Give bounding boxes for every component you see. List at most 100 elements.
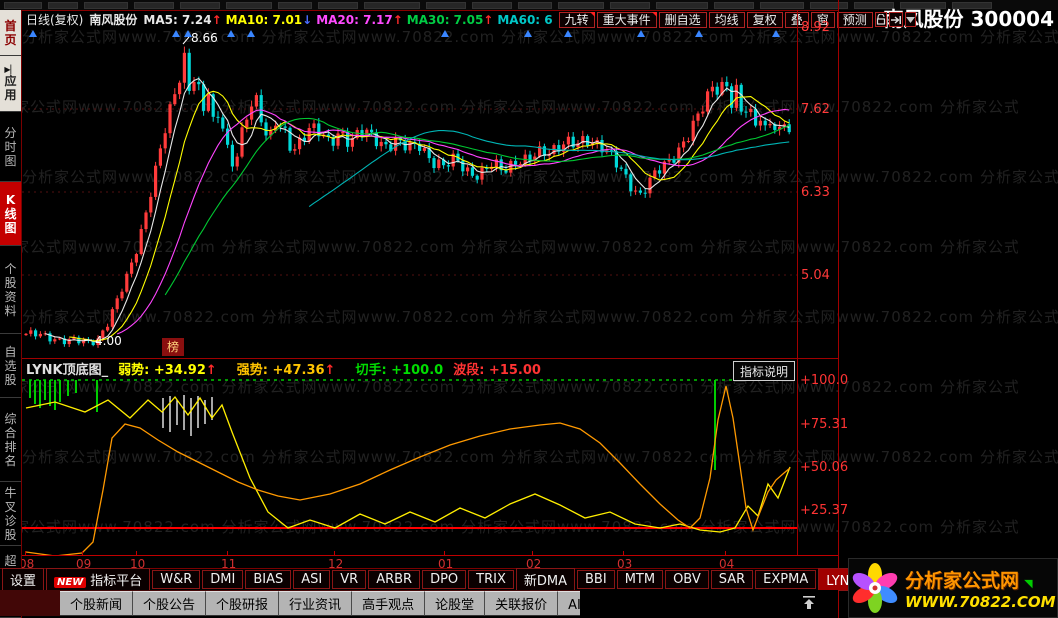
indicator-button-BBI[interactable]: BBI [577,570,615,589]
indicator-button-ASI[interactable]: ASI [293,570,331,589]
tab-行业资讯[interactable]: 行业资讯 [279,590,353,616]
logo-url[interactable]: WWW.70822.COM [905,592,1056,611]
indicator-level-label: +75.31 [800,417,849,432]
menu-hint [364,2,420,9]
menu-hint [854,2,894,9]
toolbar-button-删自选[interactable]: 删自选 [658,11,707,28]
indicator-description-button[interactable]: 指标说明 [733,361,795,381]
indicator-platform-button[interactable]: NEW 指标平台 [46,568,151,591]
indicator-button-新DMA[interactable]: 新DMA [515,568,576,591]
indicator-level-label: +100.0 [800,373,849,388]
indicator-button-DMI[interactable]: DMI [202,570,244,589]
menu-hint [4,2,42,9]
sidebar-item-综合排名[interactable]: 综 合 排 名 [0,398,21,482]
indicator-header: LYNK顶底图_ 弱势: +34.92↑ 强势: +47.36↑ 切手: +100.0… [26,360,796,378]
x-axis-tick [725,551,726,555]
ma-trend-arrow: ↑ [392,12,403,27]
high-price-marker: 8.66 [191,31,218,45]
x-axis-tick [334,551,335,555]
x-axis-line [22,555,838,556]
menu-hint [900,2,946,9]
toolbar-button-窗[interactable]: 窗 [810,11,835,28]
indicator-arrow: ↑ [205,362,217,378]
indicator-button-OBV[interactable]: OBV [665,570,709,589]
sidebar-item-分时图[interactable]: 分 时 图 [0,112,21,182]
x-axis-month-label: 03 [617,557,633,571]
sidebar-item-个股资料[interactable]: 个 股 资 料 [0,246,21,334]
ma-value-label: MA20: 7.17↑ [316,12,403,27]
low-price-marker: 4.00 [95,334,122,348]
watermark-text: 分析家公式网www.70822.com 分析家公式网www.70822.com … [0,378,1018,396]
menu-hint [810,2,848,9]
x-axis-month-label: 04 [719,557,735,571]
indicator-toolbar: 设置 NEW 指标平台 W&R DMI BIAS ASI VR ARBR DPO TRIX 新DMA B… [0,568,931,591]
settings-button[interactable]: 设置 [2,568,45,591]
indicator-button-BIAS[interactable]: BIAS [245,570,292,589]
sidebar-item-K线图[interactable]: K 线 图 [0,182,21,246]
menu-hint [558,2,604,9]
x-axis-month-label: 09 [76,557,92,571]
sidebar-item-首页[interactable]: 首 页 [0,10,21,56]
tab-个股研报[interactable]: 个股研报 [206,590,280,616]
menu-hint [472,2,512,9]
menu-hint [180,2,220,9]
indicator-separator [22,358,838,359]
sidebar-item-牛叉诊股[interactable]: 牛 叉 诊 股 [0,482,21,546]
indicator-button-DPO[interactable]: DPO [422,570,467,589]
tab-关联报价[interactable]: 关联报价 [485,590,559,616]
site-logo: 分析家公式网 ◥ WWW.70822.COM [848,558,1058,618]
sidebar-item-label: 综 合 排 名 [4,411,17,468]
menu-hint [760,2,804,9]
tabs-filler [580,590,838,616]
ma-trend-arrow: ↑ [211,12,222,27]
scroll-top-icon[interactable] [800,594,818,612]
sidebar-item-label: 应 用 [4,73,17,102]
indicator-button-SAR[interactable]: SAR [710,570,754,589]
logo-tick-icon: ◥ [1024,576,1033,590]
tab-个股公告[interactable]: 个股公告 [133,590,207,616]
ma-value-label: MA10: 7.01↓ [225,12,313,27]
sidebar-item-label: 牛 叉 诊 股 [4,485,17,542]
ma-value-label: MA5: 7.24↑ [143,12,222,27]
indicator-button-EXPMA[interactable]: EXPMA [755,570,817,589]
x-axis-month-label: 02 [526,557,542,571]
quote-panel-border [838,0,839,618]
price-axis-label: 7.62 [801,102,830,117]
menu-hint [714,2,754,9]
ma-trend-arrow: ↑ [483,12,494,27]
ma-values: MA5: 7.24↑ MA10: 7.01↓ MA20: 7.17↑ MA30: 7.… [143,13,556,27]
sidebar-item-label: 分 时 图 [4,125,17,168]
sidebar-item-自选股[interactable]: 自 选 股 [0,334,21,398]
menu-hint [134,2,174,9]
rank-badge[interactable]: 榜 [162,338,184,356]
lock-icon[interactable] [874,12,887,27]
price-axis-label: 6.33 [801,185,830,200]
indicator-button-MTM[interactable]: MTM [616,570,664,589]
toolbar-button-重大事件[interactable]: 重大事件 [596,11,657,28]
chevron-down-icon[interactable] [904,12,916,27]
sidebar-item-应用[interactable]: ▶▏ 应 用 [0,56,21,112]
toolbar-button-复权[interactable]: 复权 [746,11,783,28]
tab-高手观点[interactable]: 高手观点 [352,590,426,616]
period-label[interactable]: 日线(复权) [26,13,84,27]
lynk-indicator-chart[interactable] [22,358,797,556]
tab-论股堂[interactable]: 论股堂 [425,590,486,616]
watermark-text: 分析家公式网www.70822.com 分析家公式网www.70822.com … [0,238,1018,256]
kline-chart[interactable]: 8.66 4.00 [22,28,797,358]
indicator-button-TRIX[interactable]: TRIX [468,570,514,589]
toolbar-button-均线[interactable]: 均线 [708,11,745,28]
price-axis-label: 8.92 [801,20,830,35]
left-nav-sidebar: 首 页 ▶▏ 应 用分 时 图 K 线 图个 股 资 料自 选 股综 合 排 名牛 叉… [0,10,22,618]
toolbar-button-叠[interactable]: 叠 [784,11,809,28]
menu-hint [226,2,272,9]
toolbar-button-预测[interactable]: 预测 [836,11,873,28]
tab-个股新闻[interactable]: 个股新闻 [60,590,134,616]
menu-hint [84,2,128,9]
indicator-button-ARBR[interactable]: ARBR [368,570,421,589]
sidebar-item-label: 个 股 资 料 [4,261,17,318]
indicator-button-W&R[interactable]: W&R [152,570,201,589]
menu-hint [518,2,552,9]
indicator-button-VR[interactable]: VR [332,570,367,589]
jump-to-latest-icon[interactable] [888,12,903,27]
toolbar-button-九转[interactable]: 九转 [558,11,595,28]
